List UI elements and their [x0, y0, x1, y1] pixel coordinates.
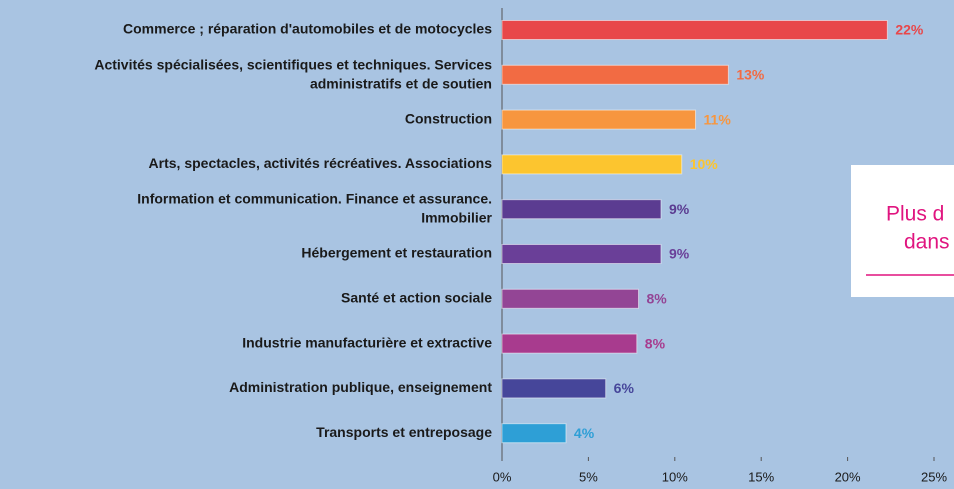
y-tick-label: Construction: [405, 110, 492, 126]
value-label: 13%: [736, 67, 765, 83]
y-tick-label: Hébergement et restauration: [301, 245, 492, 261]
value-label: 10%: [690, 156, 719, 172]
x-tick-label: 25%: [921, 469, 947, 484]
y-tick-label: Industrie manufacturière et extractive: [242, 334, 492, 350]
value-label: 9%: [669, 201, 690, 217]
bar: [501, 199, 662, 220]
value-label: 11%: [704, 111, 732, 127]
bar: [501, 378, 607, 399]
x-tick-label: 10%: [662, 469, 688, 484]
y-tick-label: Administration publique, enseignement: [229, 379, 492, 395]
y-tick-label: Transports et entreposage: [316, 424, 492, 440]
y-tick-label: Commerce ; réparation d'automobiles et d…: [123, 21, 492, 37]
bar: [501, 333, 638, 354]
x-tick-label: 15%: [748, 469, 774, 484]
bar: [501, 64, 729, 85]
annotation: Plus d: [886, 203, 944, 226]
y-tick-label: Activités spécialisées, scientifiques et…: [94, 56, 492, 91]
value-label: 8%: [645, 335, 666, 351]
bar: [501, 154, 683, 175]
y-tick-label: Santé et action sociale: [341, 290, 492, 306]
x-tick-label: 5%: [579, 469, 598, 484]
bar: [501, 20, 888, 40]
y-tick-label: Arts, spectacles, activités récréatives.…: [149, 155, 493, 171]
annotation: dans: [904, 231, 950, 254]
value-label: 6%: [614, 380, 635, 396]
y-tick-label: Information et communication. Finance et…: [137, 190, 492, 225]
x-tick-label: 0%: [493, 469, 512, 484]
value-label: 9%: [669, 246, 690, 262]
bar: [501, 288, 640, 309]
x-tick-label: 20%: [835, 469, 861, 484]
bar: [501, 109, 697, 130]
bar: [501, 244, 662, 264]
value-label: 4%: [574, 425, 595, 441]
value-label: 8%: [647, 291, 668, 307]
bar: [501, 423, 567, 444]
value-label: 22%: [895, 22, 924, 38]
